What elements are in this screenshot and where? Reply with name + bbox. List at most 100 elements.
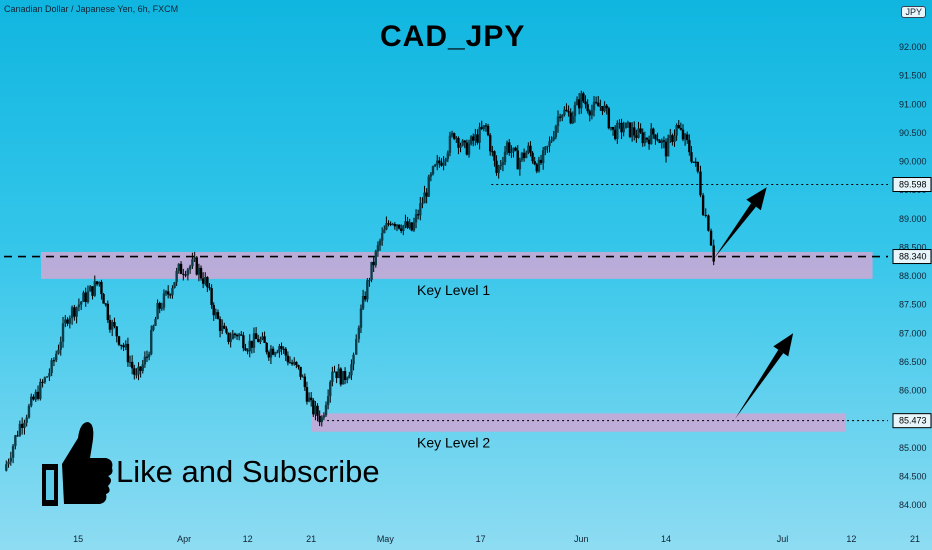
candle-body [169,294,172,296]
candle-body [478,127,481,143]
candle-body [554,126,558,137]
candle-body [630,127,634,137]
candle-body [108,320,112,330]
candle-body [461,140,464,146]
candle-body [5,464,8,471]
candle-body [337,368,340,379]
candle-body [348,375,351,379]
candle-body [688,140,691,153]
candle-body [686,134,689,141]
candle-body [671,135,674,143]
candle-body [84,292,87,302]
candle-body [556,116,560,127]
candle-body [126,343,130,363]
candle-body [20,423,24,428]
candle-body [297,365,300,367]
candle-body [89,286,92,292]
candle-body [162,293,166,308]
candle-body [343,371,347,380]
candle-body [633,127,636,136]
candle-body [154,319,157,326]
candle-body [150,329,153,355]
candle-body [216,312,220,319]
candle-body [393,224,397,227]
candle-body [474,134,477,141]
price-tick-label: 84.500 [899,471,927,481]
candle-body [235,334,239,337]
candle-body [586,104,589,112]
candle-body [357,327,361,340]
currency-badge[interactable]: JPY [901,6,926,18]
svg-text:89.598: 89.598 [899,180,927,190]
candle-body [654,134,657,140]
time-tick-label: Jun [574,534,589,544]
candle-body [246,350,249,352]
candle-body [438,160,441,164]
candle-body [11,445,15,458]
price-tick-label: 87.000 [899,328,927,338]
candle-body [704,215,707,217]
candle-body [692,161,695,163]
candle-body [257,338,260,343]
candle-body [499,164,502,167]
candle-body [355,339,358,355]
candle-body [429,174,433,177]
price-tag-88.340: 88.340 [892,249,932,265]
candle-body [267,352,271,358]
candle-body [402,225,405,231]
candle-body [484,125,488,127]
price-tick-label: 91.000 [899,99,927,109]
candle-body [599,106,602,108]
candle-body [476,134,479,143]
candle-body [66,319,69,324]
candle-body [650,128,653,145]
time-tick-label: 17 [476,534,486,544]
price-tick-label: 89.000 [899,214,927,224]
candle-body [624,122,627,129]
candle-body [171,288,174,296]
candle-body [493,151,496,161]
candle-body [312,400,315,415]
svg-text:85.473: 85.473 [899,416,927,426]
candle-body [30,396,33,406]
candle-body [421,203,424,205]
candle-body [137,366,140,375]
candle-body [48,373,51,377]
candle-body [364,295,367,300]
candle-body [480,127,483,129]
candle-body [616,122,619,139]
candle-body [210,288,213,305]
candle-body [331,371,334,382]
candle-body [522,152,526,158]
candle-body [204,277,207,284]
candle-body [352,354,355,365]
candle-body [98,281,101,285]
price-tick-label: 86.500 [899,357,927,367]
candle-body [707,215,710,231]
candle-body [452,133,456,139]
candle-body [145,356,149,358]
candle-body [164,291,168,294]
candle-body [201,278,205,284]
candle-body [206,277,209,288]
candle-body [333,371,336,373]
candle-body [141,364,144,371]
candle-body [143,356,147,365]
candle-body [208,287,211,289]
candle-body [514,147,517,151]
candle-body [335,371,338,379]
trend-arrow-2 [734,333,794,420]
candle-body [660,140,663,144]
candle-body [613,129,617,139]
candle-body [250,340,254,348]
candle-body [611,126,615,130]
candle-body [265,342,268,353]
candle-body [102,294,105,304]
price-tick-label: 91.500 [899,71,927,81]
candle-body [305,387,309,402]
candle-body [465,142,469,155]
candle-body [186,269,190,276]
candle-body [93,281,96,296]
candle-body [573,105,577,117]
